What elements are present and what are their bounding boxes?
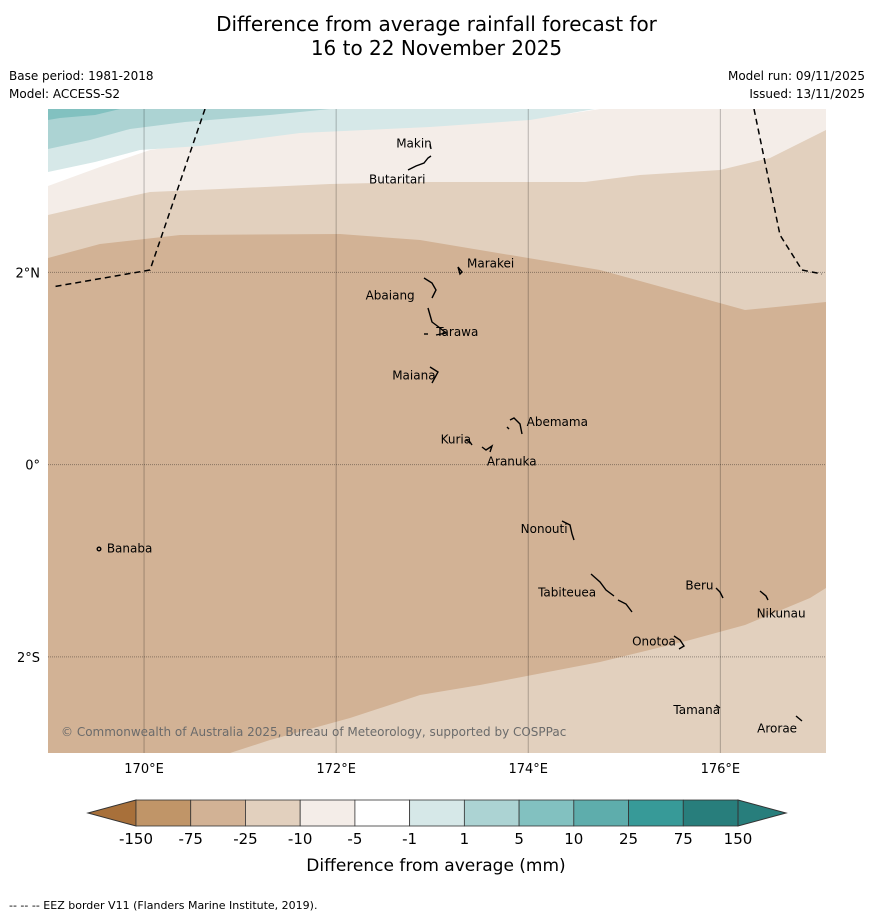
graticule [48, 109, 826, 753]
forecast-shading [48, 109, 826, 753]
place-label: Nikunau [757, 606, 806, 620]
coast-maiana [429, 366, 439, 384]
coast-abemama [509, 417, 523, 435]
lon-tick-label: 176°E [701, 762, 741, 777]
place-label: Arorae [757, 721, 797, 735]
coast-abemama-islet [506, 426, 510, 430]
place-label: Tabiteuea [537, 586, 596, 600]
copyright-text: © Commonwealth of Australia 2025, Bureau… [61, 725, 566, 739]
eez-footnote: -- -- -- EEZ border V11 (Flanders Marine… [9, 899, 318, 912]
place-label: Butaritari [369, 172, 426, 186]
band-minus10-south [230, 588, 826, 753]
issued-date: Issued: 13/11/2025 [749, 87, 865, 101]
colorbar-segment [518, 799, 575, 827]
colorbar-high-extension [737, 799, 788, 827]
legend-title: Difference from average (mm) [306, 856, 565, 876]
place-label: Kuria [441, 432, 472, 446]
place-label: Abaiang [366, 289, 415, 303]
colorbar-tick-label: 75 [674, 830, 693, 848]
coast-arorae [795, 715, 803, 722]
latitude-labels: 2°N 0° 2°S [16, 266, 41, 665]
band-plus10 [48, 109, 120, 120]
colorbar-segment [190, 799, 246, 827]
colorbar-segment [628, 799, 684, 827]
colorbar-tick-label: 1 [460, 830, 470, 848]
eez-borders [51, 109, 823, 288]
place-label: Nonouti [521, 522, 568, 536]
coast-tabiteuea-south [617, 599, 633, 613]
lon-tick-label: 174°E [508, 762, 548, 777]
meta-left: Base period: 1981-2018 Model: ACCESS-S2 [9, 67, 154, 103]
colorbar-tick-label: 150 [724, 830, 753, 848]
colorbar-segment [135, 799, 192, 827]
colorbar-tick-label: 10 [564, 830, 583, 848]
place-label: Aranuka [487, 454, 537, 468]
place-labels: Makin Butaritari Marakei Abaiang Tarawa Maian… [107, 137, 806, 736]
coast-onotoa [673, 635, 685, 650]
place-label: Maiana [392, 368, 435, 382]
colorbar-tick-label: 25 [619, 830, 638, 848]
lat-tick-label: 2°S [17, 651, 40, 666]
lon-tick-label: 170°E [124, 762, 164, 777]
coast-butaritari [407, 155, 432, 171]
band-plus5 [48, 109, 330, 149]
place-label: Tarawa [435, 325, 478, 339]
colorbar: -150 -75 -25 -10 -5 -1 1 5 10 25 75 150 [86, 799, 788, 848]
place-label: Beru [685, 578, 713, 592]
chart-title: Difference from average rainfall forecas… [0, 12, 873, 60]
eez-border-east [753, 109, 823, 275]
place-label: Banaba [107, 541, 153, 555]
lon-tick-label: 172°E [316, 762, 356, 777]
coast-abaiang [423, 277, 437, 299]
place-label: Onotoa [632, 635, 676, 649]
colorbar-segment [409, 799, 465, 827]
colorbar-segment [573, 799, 629, 827]
coast-marakei [457, 266, 463, 276]
coast-banaba [96, 546, 102, 552]
coast-makin [429, 143, 432, 150]
coast-nonouti [561, 520, 575, 541]
colorbar-low-extension [86, 799, 137, 827]
coast-kuria [465, 439, 473, 446]
model-name: Model: ACCESS-S2 [9, 87, 121, 101]
title-line-1: Difference from average rainfall forecas… [216, 12, 657, 36]
place-label: Makin [396, 137, 432, 151]
colorbar-tick-label: -5 [347, 830, 362, 848]
coast-aranuka [481, 444, 494, 453]
colorbar-tick-label: 5 [514, 830, 524, 848]
eez-border-west [51, 109, 206, 288]
coast-tarawa [427, 307, 448, 336]
lat-tick-label: 0° [25, 459, 40, 474]
island-outlines [96, 143, 803, 722]
colorbar-segment [354, 799, 411, 827]
model-run: Model run: 09/11/2025 [727, 69, 865, 83]
colorbar-tick-label: -150 [119, 830, 153, 848]
colorbar-tick-label: -1 [402, 830, 417, 848]
colorbar-segment [682, 799, 739, 827]
colorbar-tick-label: -25 [233, 830, 258, 848]
lat-tick-label: 2°N [16, 266, 41, 281]
coast-tamana [715, 704, 721, 709]
meta-right: Model run: 09/11/2025 Issued: 13/11/2025 [728, 67, 865, 103]
colorbar-segment [463, 799, 520, 827]
longitude-labels: 170°E 172°E 174°E 176°E [124, 762, 740, 777]
coast-beru [715, 587, 724, 599]
colorbar-tick-label: -10 [288, 830, 313, 848]
colorbar-tick-label: -75 [178, 830, 203, 848]
place-label: Marakei [467, 256, 514, 270]
coast-nikunau [759, 590, 769, 601]
coast-tabiteuea-north [590, 573, 615, 597]
colorbar-segment [299, 799, 356, 827]
place-label: Tamana [672, 703, 720, 717]
title-line-2: 16 to 22 November 2025 [310, 36, 563, 60]
colorbar-segment [245, 799, 301, 827]
band-plus1 [48, 109, 595, 172]
base-period: Base period: 1981-2018 [9, 69, 154, 83]
place-label: Abemama [527, 415, 588, 429]
